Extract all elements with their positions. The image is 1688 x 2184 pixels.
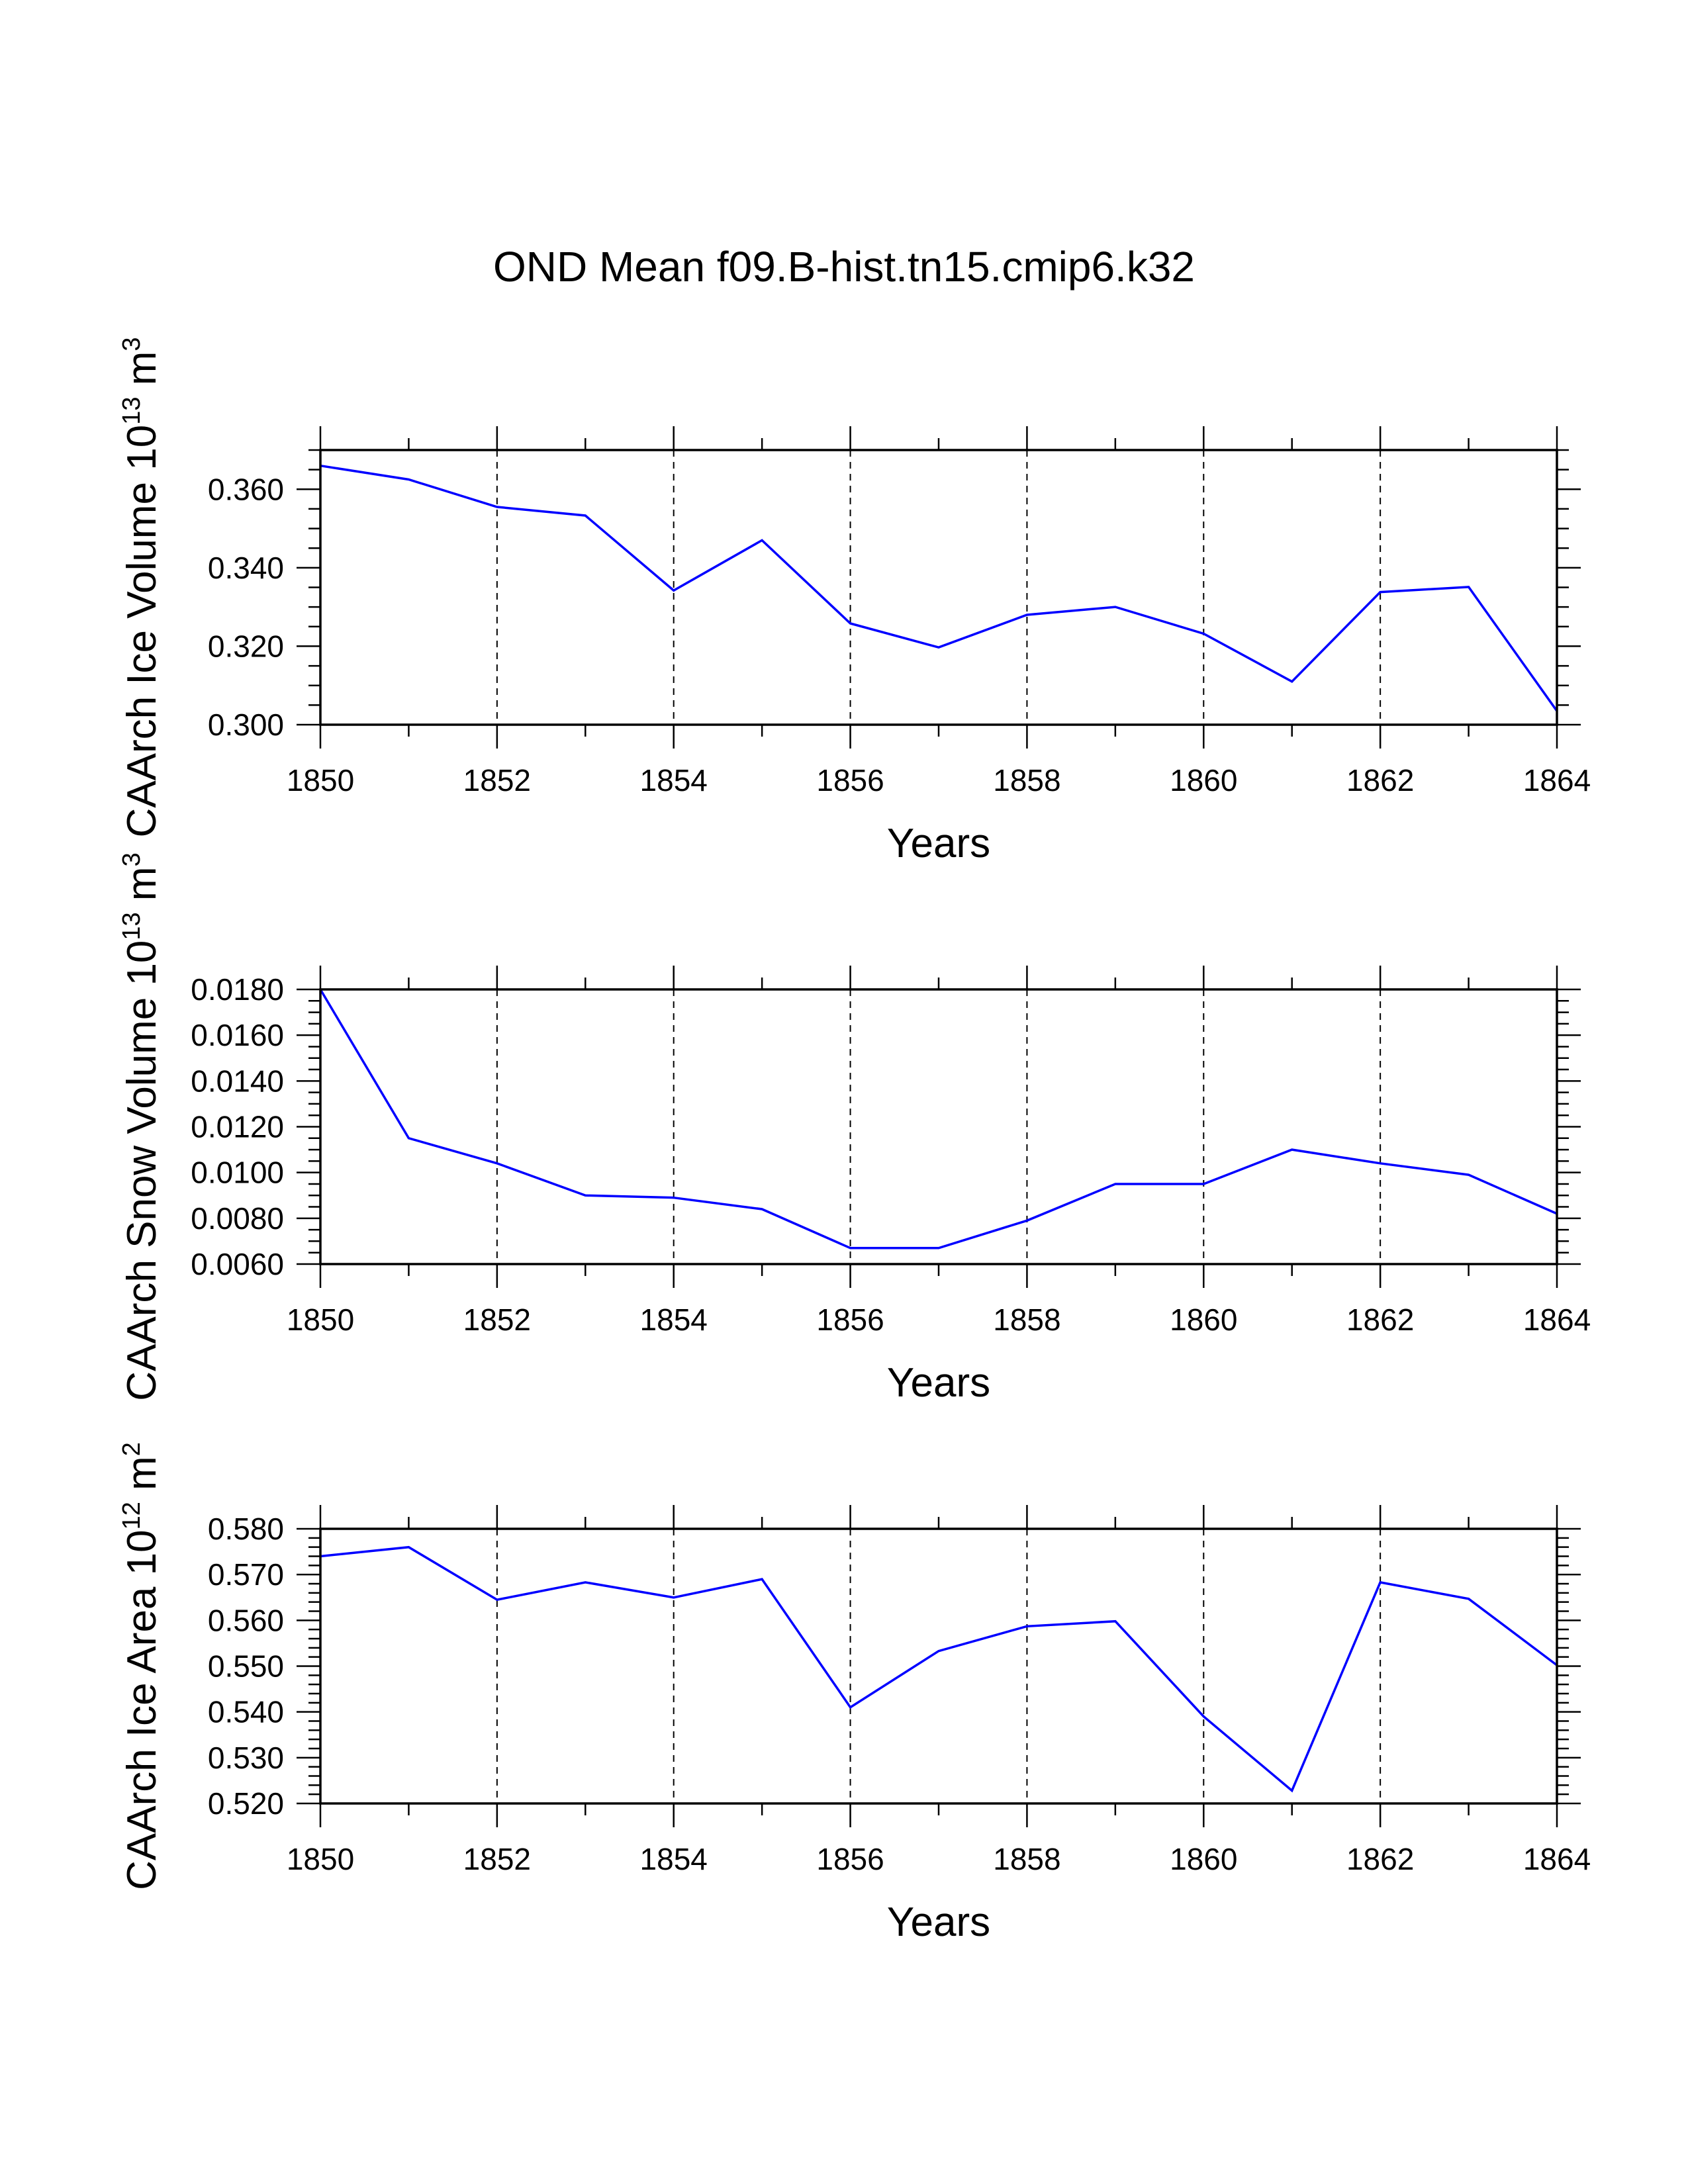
y-axis-label: CAArch Snow Volume 1013 m3 bbox=[118, 852, 165, 1400]
y-tick-label: 0.0060 bbox=[191, 1247, 284, 1281]
y-axis-label-exp: 13 bbox=[118, 912, 146, 940]
x-tick-label: 1858 bbox=[993, 763, 1060, 797]
y-tick-label: 0.300 bbox=[208, 707, 284, 742]
x-tick-label: 1854 bbox=[640, 1842, 708, 1876]
y-axis-label-unit: m bbox=[119, 866, 165, 912]
y-tick-label: 0.570 bbox=[208, 1557, 284, 1592]
y-tick-label: 0.0080 bbox=[191, 1201, 284, 1236]
y-tick-label: 0.0120 bbox=[191, 1110, 284, 1144]
x-tick-label: 1862 bbox=[1346, 1302, 1414, 1337]
y-tick-label: 0.540 bbox=[208, 1695, 284, 1729]
y-tick-label: 0.360 bbox=[208, 472, 284, 506]
chart-panel-3: 1850 1852 1854 1856 1858 1860 1862 1864 Years 0.5… bbox=[118, 1442, 1591, 1945]
x-tick-label: 1860 bbox=[1170, 763, 1237, 797]
x-tick-label: 1860 bbox=[1170, 1842, 1237, 1876]
x-tick-label: 1858 bbox=[993, 1302, 1060, 1337]
x-tick-label: 1856 bbox=[816, 1842, 884, 1876]
x-tick-label: 1864 bbox=[1523, 1302, 1591, 1337]
y-axis-label-exp: 13 bbox=[118, 396, 146, 424]
y-tick-label: 0.0140 bbox=[191, 1064, 284, 1098]
x-axis-label: Years bbox=[887, 1360, 990, 1406]
x-tick-label: 1852 bbox=[463, 1842, 531, 1876]
x-tick-label: 1862 bbox=[1346, 1842, 1414, 1876]
y-axis-label-unit-exp: 3 bbox=[118, 337, 146, 351]
x-tick-label: 1856 bbox=[816, 1302, 884, 1337]
x-tick-label: 1850 bbox=[287, 763, 354, 797]
y-axis-label-main: CAArch Snow Volume 10 bbox=[119, 940, 165, 1401]
y-axis-label: CAArch Ice Volume 1013 m3 bbox=[118, 337, 165, 837]
x-tick-label: 1852 bbox=[463, 1302, 531, 1337]
y-axis-label-unit: m bbox=[119, 1456, 165, 1502]
series-line bbox=[320, 1545, 1558, 1793]
x-axis-label: Years bbox=[887, 821, 990, 866]
y-axis-label-unit-exp: 2 bbox=[118, 1442, 146, 1456]
x-axis-label: Years bbox=[887, 1899, 990, 1945]
x-tick-label: 1852 bbox=[463, 763, 531, 797]
figure-title: OND Mean f09.B-hist.tn15.cmip6.k32 bbox=[493, 243, 1195, 291]
y-tick-label: 0.0100 bbox=[191, 1156, 284, 1190]
y-tick-label: 0.530 bbox=[208, 1741, 284, 1775]
y-tick-label: 0.0160 bbox=[191, 1018, 284, 1052]
x-tick-label: 1850 bbox=[287, 1842, 354, 1876]
y-axis-label: CAArch Ice Area 1012 m2 bbox=[118, 1442, 165, 1890]
y-axis-label-unit: m bbox=[119, 351, 165, 397]
x-tick-label: 1862 bbox=[1346, 763, 1414, 797]
series-line bbox=[320, 464, 1558, 712]
x-tick-label: 1856 bbox=[816, 763, 884, 797]
y-tick-label: 0.320 bbox=[208, 629, 284, 663]
x-tick-label: 1858 bbox=[993, 1842, 1060, 1876]
y-tick-label: 0.0180 bbox=[191, 972, 284, 1007]
y-axis-label-main: CAArch Ice Area 10 bbox=[119, 1529, 165, 1890]
y-tick-label: 0.580 bbox=[208, 1512, 284, 1546]
chart-panel-2: 1850 1852 1854 1856 1858 1860 1862 1864 Years 0.0… bbox=[118, 852, 1591, 1406]
x-tick-label: 1864 bbox=[1523, 763, 1591, 797]
y-axis-label-exp: 12 bbox=[118, 1502, 146, 1529]
x-tick-label: 1854 bbox=[640, 1302, 708, 1337]
panels: 1850 1852 1854 1856 1858 1860 1862 1864 Years 0.3… bbox=[118, 337, 1591, 1945]
y-tick-label: 0.340 bbox=[208, 551, 284, 585]
x-tick-label: 1864 bbox=[1523, 1842, 1591, 1876]
chart-panel-1: 1850 1852 1854 1856 1858 1860 1862 1864 Years 0.3… bbox=[118, 337, 1591, 866]
y-tick-label: 0.560 bbox=[208, 1603, 284, 1637]
y-tick-label: 0.520 bbox=[208, 1786, 284, 1821]
series-line bbox=[319, 989, 1558, 1250]
x-tick-label: 1850 bbox=[287, 1302, 354, 1337]
x-tick-label: 1860 bbox=[1170, 1302, 1237, 1337]
y-tick-label: 0.550 bbox=[208, 1649, 284, 1684]
y-axis-label-main: CAArch Ice Volume 10 bbox=[119, 425, 165, 838]
y-axis-label-unit-exp: 3 bbox=[118, 852, 146, 866]
x-tick-label: 1854 bbox=[640, 763, 708, 797]
